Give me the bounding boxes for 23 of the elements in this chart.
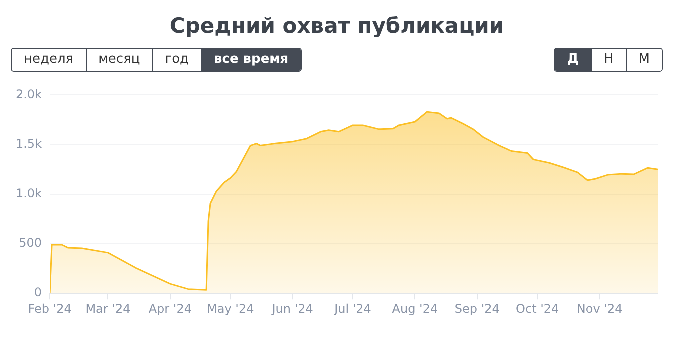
x-tick-label: May '24	[207, 302, 254, 316]
x-tick-label: Sep '24	[454, 302, 500, 316]
text: месяц	[86, 49, 152, 71]
x-tick-label: Feb '24	[28, 302, 72, 316]
text: Д	[555, 49, 591, 71]
text: М	[626, 49, 662, 71]
x-tick-label: Nov '24	[576, 302, 623, 316]
text: все время	[201, 49, 301, 71]
y-tick-label: 500	[19, 236, 42, 250]
chart-title: Средний охват публикации	[168, 14, 506, 38]
x-tick-label: Apr '24	[148, 302, 192, 316]
x-tick-label: Jun '24	[271, 302, 314, 316]
x-tick-label: Mar '24	[86, 302, 131, 316]
x-tick-label: Jul '24	[334, 302, 372, 316]
text: Н	[591, 49, 626, 71]
y-tick-label: 1.0k	[16, 186, 42, 201]
text: неделя	[12, 49, 86, 71]
text: год	[152, 49, 202, 71]
x-tick-label: Oct '24	[516, 302, 560, 316]
y-tick-label: 2.0k	[16, 87, 42, 102]
y-tick-label: 1.5k	[16, 136, 42, 151]
y-tick-label: 0	[34, 286, 42, 300]
x-tick-label: Aug '24	[392, 302, 438, 316]
